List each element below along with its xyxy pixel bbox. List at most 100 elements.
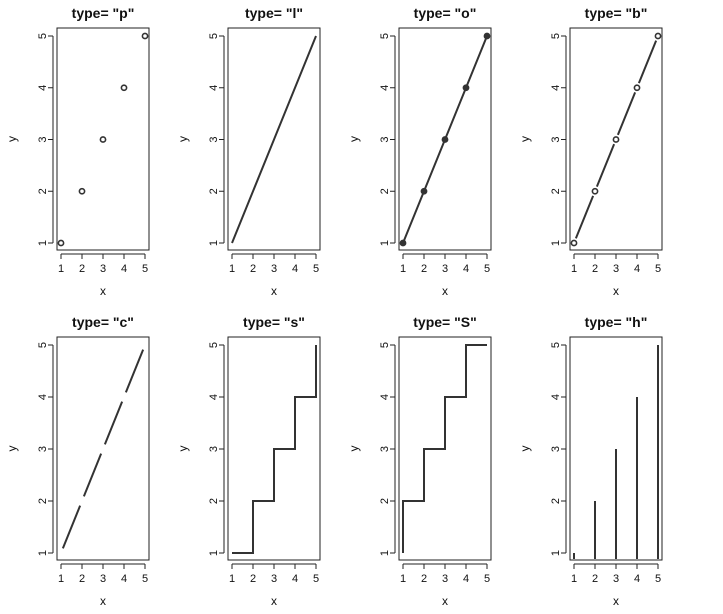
plot-frame [56,27,150,251]
y-tick-label: 4 [208,85,220,91]
data-point [570,239,578,247]
data-point [612,136,620,143]
plot-frame [227,336,321,561]
x-tick-label: 1 [400,573,406,585]
series-segment [103,401,124,445]
y-axis-label: y [347,446,361,452]
data-point [441,136,449,143]
y-tick-label: 5 [208,342,220,348]
y-axis-label: y [176,446,190,452]
x-tick-label: 1 [58,573,64,585]
plot-frame [56,336,150,561]
y-tick-label: 3 [550,136,562,142]
chart-panel-o: type= "o" 1 2 3 4 5 x 1 2 3 4 5 y [347,5,492,298]
series-step-line [402,344,487,553]
data-point [654,32,662,40]
x-tick-label: 2 [79,263,85,275]
y-tick-label: 5 [37,33,49,39]
y-tick-label: 1 [37,240,49,246]
y-tick-label: 4 [379,85,391,91]
series-segment [637,40,658,84]
x-axis-label: x [442,284,448,298]
y-tick-label: 5 [208,33,220,39]
y-axis-label: y [518,136,532,142]
y-tick-label: 2 [37,498,49,504]
y-tick-label: 4 [37,394,49,400]
chart-panel-b: type= "b" 1 2 3 4 5 x 1 2 3 4 5 y [518,5,663,298]
chart-title: type= "o" [414,5,477,21]
y-tick-label: 5 [37,342,49,348]
x-tick-label: 5 [655,263,661,275]
plot-frame [569,27,663,251]
chart-title: type= "c" [72,314,134,330]
x-tick-label: 3 [100,263,106,275]
x-tick-label: 4 [463,263,469,275]
x-tick-label: 5 [142,573,148,585]
data-point [483,32,491,40]
x-tick-label: 1 [58,263,64,275]
y-tick-label: 4 [550,85,562,91]
y-tick-label: 3 [37,136,49,142]
y-axis-label: y [176,136,190,142]
data-point [420,187,428,195]
x-tick-label: 1 [229,263,235,275]
y-tick-label: 1 [379,240,391,246]
x-axis-label: x [100,594,106,608]
x-tick-label: 1 [571,263,577,275]
chart-title: type= "h" [585,314,648,330]
x-tick-label: 2 [421,573,427,585]
x-axis-label: x [271,594,277,608]
chart-title: type= "l" [245,5,303,21]
x-tick-label: 1 [229,573,235,585]
y-axis-label: y [518,446,532,452]
chart-panel-s: type= "s" 1 2 3 4 5 x 1 2 3 4 5 y [176,314,321,608]
x-axis-label: x [100,284,106,298]
x-tick-label: 4 [121,263,127,275]
x-tick-label: 5 [655,573,661,585]
plot-frame [398,336,492,561]
x-tick-label: 3 [613,263,619,275]
y-tick-label: 4 [208,394,220,400]
y-tick-label: 2 [379,188,391,194]
y-tick-label: 2 [208,188,220,194]
y-tick-label: 1 [208,240,220,246]
chart-panel-c: type= "c" 1 2 3 4 5 x 1 2 3 4 5 y [5,314,150,608]
x-axis-label: x [613,284,619,298]
y-tick-label: 2 [550,498,562,504]
y-tick-label: 2 [379,498,391,504]
y-tick-label: 3 [208,136,220,142]
x-tick-label: 4 [634,263,640,275]
series-segment [61,505,82,549]
y-axis-label: y [347,136,361,142]
x-tick-label: 2 [421,263,427,275]
y-tick-label: 4 [550,394,562,400]
plot-frame [398,27,492,251]
x-tick-label: 2 [250,573,256,585]
y-tick-label: 5 [379,33,391,39]
data-point [462,84,470,92]
y-tick-label: 4 [37,85,49,91]
y-axis-label: y [5,446,19,452]
chart-title: type= "s" [243,314,305,330]
chart-panel-p: type= "p" 1 2 3 4 5 x 1 2 3 4 5 y [5,5,150,298]
x-tick-label: 1 [571,573,577,585]
chart-title: type= "b" [585,5,648,21]
data-point [57,239,65,247]
x-tick-label: 5 [313,573,319,585]
data-point [399,239,407,247]
x-tick-label: 5 [313,263,319,275]
y-tick-label: 3 [379,446,391,452]
chart-panel-h: type= "h" 1 2 3 4 5 x 1 2 3 4 5 y [518,314,663,608]
x-tick-label: 1 [400,263,406,275]
x-axis-label: x [442,594,448,608]
x-tick-label: 5 [142,263,148,275]
x-tick-label: 3 [442,263,448,275]
data-point [633,84,641,92]
y-tick-label: 1 [37,550,49,556]
y-tick-label: 3 [379,136,391,142]
x-axis-label: x [613,594,619,608]
x-tick-label: 2 [250,263,256,275]
x-tick-label: 2 [79,573,85,585]
x-tick-label: 3 [100,573,106,585]
x-tick-label: 4 [463,573,469,585]
